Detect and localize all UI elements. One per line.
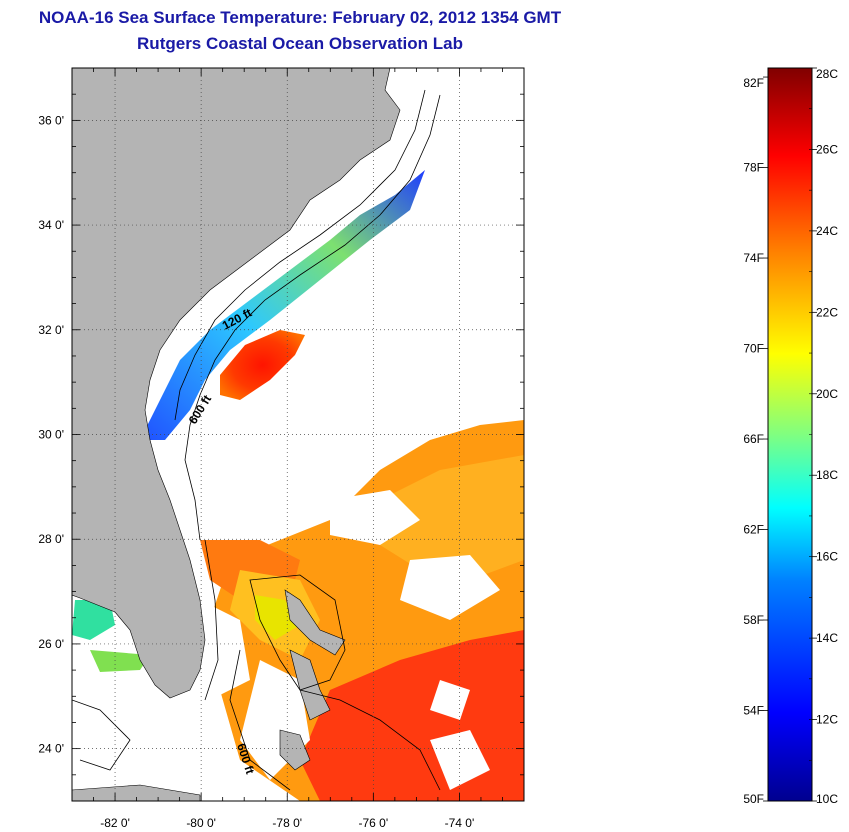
lat-tick-label: 24 0' — [38, 742, 64, 756]
fahrenheit-tick-label: 50F — [743, 792, 764, 806]
lon-tick-label: -78 0' — [272, 816, 302, 830]
celsius-tick-label: 26C — [816, 142, 838, 156]
map-axis-ticks: -82 0' -80 0' -78 0' -76 0' -74 0' 36 0' 34 0'… — [38, 67, 525, 830]
fahrenheit-tick-label: 78F — [743, 161, 764, 175]
celsius-tick-label: 12C — [816, 713, 838, 727]
celsius-tick-label: 18C — [816, 468, 838, 482]
celsius-tick-label: 14C — [816, 631, 838, 645]
lon-tick-label: -74 0' — [445, 816, 475, 830]
celsius-tick-label: 22C — [816, 305, 838, 319]
warm-water-region — [200, 420, 524, 801]
cold-patch — [72, 600, 115, 640]
bathymetry-contours — [72, 89, 441, 791]
map-title: NOAA-16 Sea Surface Temperature: Februar… — [38, 8, 562, 27]
lon-tick-label: -82 0' — [100, 816, 130, 830]
lat-tick-label: 30 0' — [38, 428, 64, 442]
map-grid — [72, 68, 524, 801]
fahrenheit-tick-label: 66F — [743, 432, 764, 446]
celsius-tick-label: 24C — [816, 224, 838, 238]
celsius-tick-label: 10C — [816, 792, 838, 806]
lat-tick-label: 34 0' — [38, 218, 64, 232]
lat-tick-label: 36 0' — [38, 113, 64, 127]
fahrenheit-tick-label: 58F — [743, 613, 764, 627]
cold-patch — [90, 650, 150, 672]
fahrenheit-tick-label: 74F — [743, 251, 764, 265]
lon-tick-label: -76 0' — [359, 816, 389, 830]
map-subtitle: Rutgers Coastal Ocean Observation Lab — [137, 34, 463, 53]
map-frame — [71, 67, 525, 802]
fahrenheit-tick-label: 70F — [743, 342, 764, 356]
land-mass — [72, 68, 401, 801]
colorbar-ticks: 28C 26C 24C 22C 20C 18C 16C 14C 12C 10C 82F 78F 74F 7… — [743, 67, 838, 806]
celsius-tick-label: 28C — [816, 67, 838, 81]
lon-tick-label: -80 0' — [186, 816, 216, 830]
colorbar-gradient — [767, 67, 813, 802]
lat-tick-label: 28 0' — [38, 532, 64, 546]
fahrenheit-tick-label: 54F — [743, 704, 764, 718]
lat-tick-label: 26 0' — [38, 637, 64, 651]
fahrenheit-tick-label: 62F — [743, 523, 764, 537]
celsius-tick-label: 20C — [816, 387, 838, 401]
warm-core-eddy — [220, 330, 305, 400]
celsius-tick-label: 16C — [816, 550, 838, 564]
lat-tick-label: 32 0' — [38, 323, 64, 337]
fahrenheit-tick-label: 82F — [743, 76, 764, 90]
